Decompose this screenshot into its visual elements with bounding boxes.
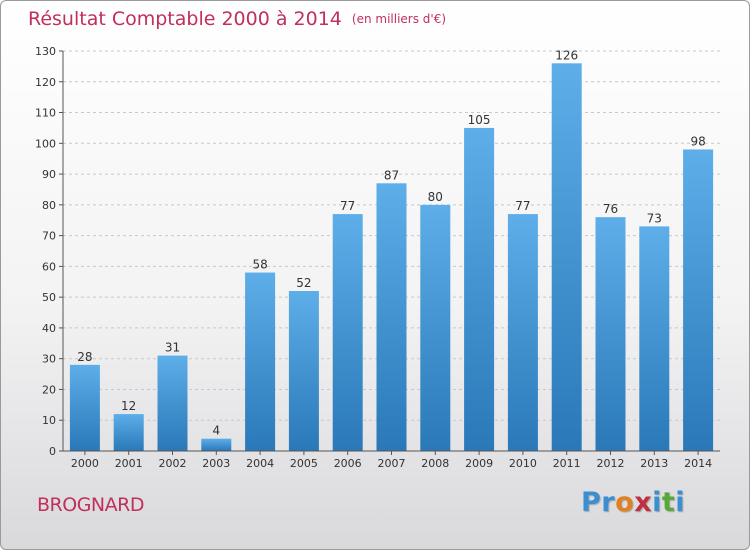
x-tick-label-2004: 2004 — [246, 457, 274, 470]
value-label-2005: 52 — [296, 276, 311, 290]
value-label-2003: 4 — [212, 424, 220, 438]
value-label-2012: 76 — [603, 202, 618, 216]
proxiti-logo: Proxiti — [581, 487, 685, 518]
y-tick-label: 40 — [42, 322, 56, 335]
axes: 0 10 20 30 40 50 60 70 80 90 100 110 120 130 2000 2001 2… — [35, 45, 720, 470]
bar-2007 — [376, 183, 407, 452]
value-label-2006: 77 — [340, 199, 355, 213]
x-tick-label-2013: 2013 — [640, 457, 668, 470]
logo-letter: i — [652, 487, 662, 518]
value-label-2011: 126 — [555, 48, 578, 62]
x-tick-label-2003: 2003 — [202, 457, 230, 470]
x-tick-label-2001: 2001 — [115, 457, 143, 470]
logo-letter: t — [661, 487, 676, 518]
y-tick-label: 90 — [42, 168, 56, 181]
bar-2008 — [420, 204, 451, 451]
x-tick-label-2006: 2006 — [334, 457, 362, 470]
logo-letter: P — [581, 487, 602, 518]
bar-2014 — [683, 149, 714, 451]
y-tick-label: 130 — [35, 45, 56, 58]
value-label-2010: 77 — [515, 199, 530, 213]
x-tick-label-2009: 2009 — [465, 457, 493, 470]
value-label-2007: 87 — [384, 168, 399, 182]
bar-2000 — [69, 364, 100, 451]
y-tick-label: 80 — [42, 199, 56, 212]
logo-letter: r — [601, 487, 616, 518]
title-unit: (en milliers d'€) — [351, 12, 447, 26]
value-label-2000: 28 — [77, 350, 92, 364]
x-tick-label-2002: 2002 — [159, 457, 187, 470]
value-label-2001: 12 — [121, 399, 136, 413]
x-tick-label-2008: 2008 — [421, 457, 449, 470]
x-tick-label-2011: 2011 — [553, 457, 581, 470]
y-tick-label: 10 — [42, 414, 56, 427]
x-tick-label-2007: 2007 — [378, 457, 406, 470]
value-label-2002: 31 — [165, 341, 180, 355]
value-label-2014: 98 — [690, 134, 705, 148]
x-tick-label-2000: 2000 — [71, 457, 99, 470]
value-labels: 28 12 31 4 58 52 77 87 80 105 77 126 76 73 98 — [77, 48, 705, 437]
x-tick-label-2014: 2014 — [684, 457, 712, 470]
bar-2009 — [464, 127, 495, 451]
logo-letter: x — [634, 487, 653, 518]
bar-2002 — [157, 355, 188, 451]
bar-2013 — [639, 226, 670, 451]
value-label-2009: 105 — [468, 113, 491, 127]
bars — [69, 63, 714, 452]
chart-title: Résultat Comptable 2000 à 2014 (en millie… — [28, 8, 446, 30]
x-tick-label-2005: 2005 — [290, 457, 318, 470]
value-label-2004: 58 — [252, 258, 267, 272]
bar-2003 — [201, 438, 232, 451]
bar-2006 — [332, 214, 363, 451]
y-tick-label: 20 — [42, 383, 56, 396]
town-name: BROGNARD — [37, 494, 144, 516]
y-tick-label: 120 — [35, 76, 56, 89]
x-tick-label-2012: 2012 — [597, 457, 625, 470]
y-tick-label: 100 — [35, 137, 56, 150]
x-tick-label-2010: 2010 — [509, 457, 537, 470]
bar-2010 — [507, 214, 538, 451]
bar-2001 — [113, 414, 144, 451]
y-tick-label: 50 — [42, 291, 56, 304]
y-tick-label: 110 — [35, 107, 56, 120]
y-tick-label: 0 — [49, 445, 56, 458]
y-tick-label: 60 — [42, 260, 56, 273]
bar-2012 — [595, 217, 626, 451]
bar-2011 — [551, 63, 582, 452]
value-label-2008: 80 — [428, 190, 443, 204]
bar-2004 — [245, 272, 276, 451]
logo-letter: o — [615, 487, 635, 518]
value-label-2013: 73 — [647, 211, 662, 225]
logo-letter: i — [675, 487, 686, 518]
title-text: Résultat Comptable 2000 à 2014 — [28, 8, 342, 30]
y-tick-label: 70 — [42, 230, 56, 243]
bar-2005 — [288, 291, 319, 451]
y-tick-label: 30 — [42, 353, 56, 366]
